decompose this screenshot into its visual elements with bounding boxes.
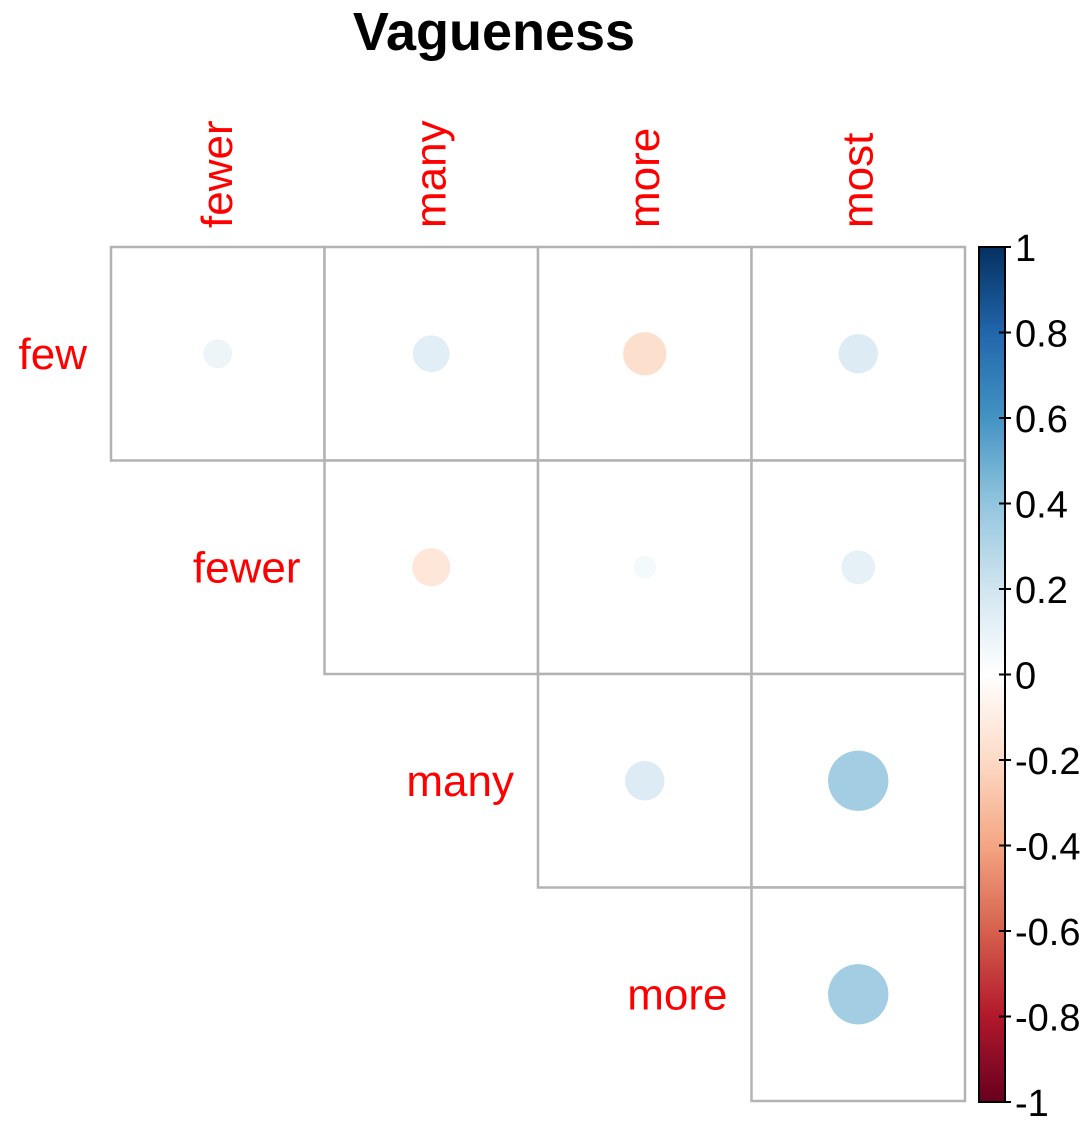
col-label-many: many: [406, 120, 455, 228]
col-label-more: more: [620, 128, 669, 228]
circle-fewer-most: [841, 550, 876, 585]
colorbar-tick-label: 1: [1015, 228, 1036, 270]
col-label-fewer: fewer: [193, 120, 242, 228]
col-label-most: most: [833, 133, 882, 228]
colorbar-tick-label: 0.2: [1015, 570, 1068, 612]
colorbar-tick-label: -1: [1015, 1083, 1049, 1125]
colorbar-tick-label: 0.6: [1015, 399, 1068, 441]
row-label-few: few: [19, 330, 88, 379]
circle-many-more: [625, 761, 665, 801]
colorbar-tick-label: 0.4: [1015, 485, 1068, 527]
circle-few-most: [838, 334, 878, 374]
circle-more-most: [828, 964, 889, 1025]
row-label-more: more: [627, 970, 727, 1019]
circle-few-more: [623, 332, 667, 376]
colorbar-tick-label: -0.2: [1015, 741, 1080, 783]
circle-fewer-more: [633, 555, 657, 579]
row-label-fewer: fewer: [193, 543, 301, 592]
colorbar: 1 0.8 0.6 0.4 0.2 0 -0.2 -0.4 -0.6 -0.8 -1: [978, 228, 1080, 1125]
colorbar-tick-label: -0.6: [1015, 912, 1080, 954]
colorbar-tick-label: 0: [1015, 656, 1036, 698]
circle-few-many: [412, 335, 450, 373]
cell-many-more: [536, 672, 753, 889]
chart-title: Vagueness: [353, 2, 635, 62]
column-labels: fewer many more most: [193, 120, 883, 228]
circle-few-fewer: [203, 339, 233, 369]
colorbar-tick-label: -0.4: [1015, 827, 1080, 869]
colorbar-tick-label: -0.8: [1015, 998, 1080, 1040]
circle-many-most: [828, 750, 889, 811]
circle-fewer-many: [412, 548, 451, 587]
cells-layer: [109, 245, 967, 1103]
row-label-many: many: [406, 757, 514, 806]
row-labels: few fewer many more: [19, 330, 728, 1020]
colorbar-tick-label: 0.8: [1015, 314, 1068, 356]
